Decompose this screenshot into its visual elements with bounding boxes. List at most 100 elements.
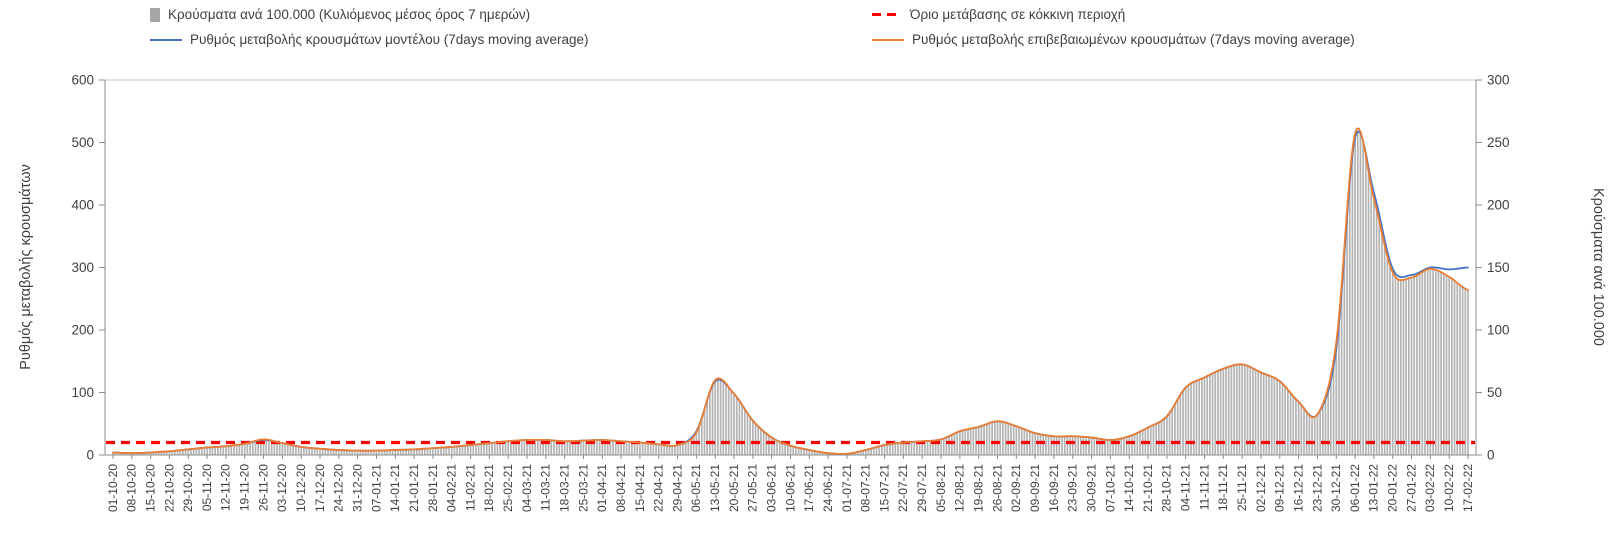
right-axis-title: Κρούσματα ανά 100.000 [1590,188,1606,346]
bar-series [112,130,1469,456]
svg-text:14-10-21: 14-10-21 [1122,464,1136,512]
svg-text:03-12-20: 03-12-20 [275,464,289,512]
svg-text:27-05-21: 27-05-21 [746,464,760,512]
legend: Κρούσματα ανά 100.000 (Κυλιόμενος μέσος … [150,7,1355,47]
svg-text:01-10-20: 01-10-20 [106,464,120,512]
model-line-swatch-icon [150,38,182,41]
svg-text:250: 250 [1487,135,1510,150]
svg-text:09-09-21: 09-09-21 [1028,464,1042,512]
svg-text:18-03-21: 18-03-21 [558,464,572,512]
svg-text:17-02-22: 17-02-22 [1461,464,1475,512]
svg-text:09-12-21: 09-12-21 [1273,464,1287,512]
svg-text:27-01-22: 27-01-22 [1404,464,1418,512]
svg-text:500: 500 [71,135,94,150]
svg-text:07-10-21: 07-10-21 [1103,464,1117,512]
legend-item-cases-per-100k: Κρούσματα ανά 100.000 (Κυλιόμενος μέσος … [150,7,872,22]
svg-text:06-01-22: 06-01-22 [1348,464,1362,512]
threshold-dash-swatch-icon [872,12,902,17]
svg-text:20-01-22: 20-01-22 [1386,464,1400,512]
svg-text:150: 150 [1487,260,1510,275]
legend-item-red-zone-threshold: Όριο μετάβασης σε κόκκινη περιοχή [872,7,1355,22]
svg-text:02-09-21: 02-09-21 [1009,464,1023,512]
svg-text:20-05-21: 20-05-21 [727,464,741,512]
svg-text:01-07-21: 01-07-21 [840,464,854,512]
svg-text:21-10-21: 21-10-21 [1141,464,1155,512]
svg-text:05-11-20: 05-11-20 [200,464,214,511]
confirmed-line-swatch-icon [872,38,904,41]
svg-text:03-02-22: 03-02-22 [1423,464,1437,512]
svg-text:15-10-20: 15-10-20 [143,464,157,512]
svg-text:13-01-22: 13-01-22 [1367,464,1381,512]
svg-text:14-01-21: 14-01-21 [388,464,402,512]
svg-text:28-01-21: 28-01-21 [426,464,440,512]
svg-text:04-03-21: 04-03-21 [520,464,534,512]
svg-text:29-07-21: 29-07-21 [915,464,929,512]
svg-text:10-06-21: 10-06-21 [783,464,797,512]
svg-text:19-11-20: 19-11-20 [238,464,252,511]
legend-label-red-zone-threshold: Όριο μετάβασης σε κόκκινη περιοχή [910,7,1126,22]
svg-text:01-04-21: 01-04-21 [595,464,609,512]
svg-text:29-10-20: 29-10-20 [181,464,195,512]
svg-text:0: 0 [1487,448,1495,463]
plot-frame [104,79,1477,456]
svg-text:29-04-21: 29-04-21 [670,464,684,512]
svg-text:22-04-21: 22-04-21 [652,464,666,512]
svg-text:16-09-21: 16-09-21 [1047,464,1061,512]
svg-text:19-08-21: 19-08-21 [972,464,986,512]
svg-text:12-08-21: 12-08-21 [953,464,967,512]
svg-text:200: 200 [71,323,94,338]
svg-text:21-01-21: 21-01-21 [407,464,421,512]
svg-text:25-02-21: 25-02-21 [501,464,515,512]
svg-text:200: 200 [1487,198,1510,213]
svg-text:11-11-21: 11-11-21 [1197,464,1211,511]
svg-text:11-02-21: 11-02-21 [463,464,477,511]
svg-text:26-08-21: 26-08-21 [990,464,1004,512]
legend-label-model-rate: Ρυθμός μεταβολής κρουσμάτων μοντέλου (7d… [190,32,589,47]
svg-text:17-06-21: 17-06-21 [802,464,816,512]
legend-item-confirmed-rate: Ρυθμός μεταβολής επιβεβαιωμένων κρουσμάτ… [872,32,1355,47]
svg-text:07-01-21: 07-01-21 [369,464,383,512]
svg-text:23-12-21: 23-12-21 [1310,464,1324,512]
svg-text:11-03-21: 11-03-21 [539,464,553,511]
svg-text:15-07-21: 15-07-21 [877,464,891,512]
svg-text:04-11-21: 04-11-21 [1179,464,1193,511]
svg-text:100: 100 [1487,323,1510,338]
svg-text:0: 0 [86,448,94,463]
svg-text:08-10-20: 08-10-20 [125,464,139,512]
svg-text:08-04-21: 08-04-21 [614,464,628,512]
svg-text:17-12-20: 17-12-20 [313,464,327,512]
svg-text:24-06-21: 24-06-21 [821,464,835,512]
svg-text:24-12-20: 24-12-20 [332,464,346,512]
svg-text:26-11-20: 26-11-20 [256,464,270,511]
svg-text:06-05-21: 06-05-21 [689,464,703,512]
svg-text:30-12-21: 30-12-21 [1329,464,1343,512]
svg-text:23-09-21: 23-09-21 [1066,464,1080,512]
line-series [112,127,1469,455]
svg-text:10-02-22: 10-02-22 [1442,464,1456,512]
svg-text:30-09-21: 30-09-21 [1084,464,1098,512]
svg-text:22-10-20: 22-10-20 [162,464,176,512]
svg-text:08-07-21: 08-07-21 [859,464,873,512]
svg-text:300: 300 [1487,73,1510,88]
axes: 0 100 200 300 400 500 600 0 50 100 150 200 250 300 01-… [71,73,1509,512]
legend-item-model-rate: Ρυθμός μεταβολής κρουσμάτων μοντέλου (7d… [150,32,872,47]
svg-text:600: 600 [71,73,94,88]
svg-text:300: 300 [71,260,94,275]
svg-text:25-03-21: 25-03-21 [576,464,590,512]
svg-text:31-12-20: 31-12-20 [350,464,364,512]
svg-text:50: 50 [1487,385,1502,400]
bar-series-swatch-icon [150,7,160,22]
svg-text:400: 400 [71,198,94,213]
svg-text:100: 100 [71,385,94,400]
svg-text:22-07-21: 22-07-21 [896,464,910,512]
svg-text:03-06-21: 03-06-21 [765,464,779,512]
svg-text:25-11-21: 25-11-21 [1235,464,1249,511]
svg-text:12-11-20: 12-11-20 [219,464,233,511]
svg-text:05-08-21: 05-08-21 [934,464,948,512]
legend-label-cases-per-100k: Κρούσματα ανά 100.000 (Κυλιόμενος μέσος … [168,7,531,22]
svg-text:02-12-21: 02-12-21 [1254,464,1268,512]
svg-text:04-02-21: 04-02-21 [445,464,459,512]
svg-text:18-02-21: 18-02-21 [482,464,496,512]
